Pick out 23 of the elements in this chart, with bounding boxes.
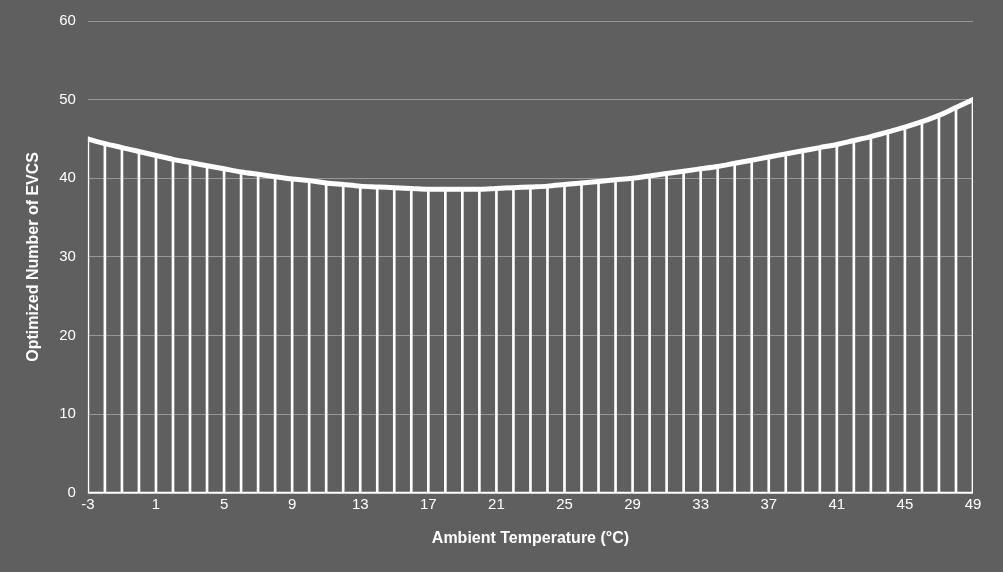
y-tick-label: 20 (59, 325, 76, 343)
y-tick-label: 50 (59, 89, 76, 107)
x-tick-label: -3 (81, 494, 95, 512)
x-axis-title: Ambient Temperature (°C) (431, 528, 630, 546)
x-tick-label: 25 (556, 494, 573, 512)
y-tick-label: 60 (59, 11, 76, 29)
y-tick-label: 0 (67, 482, 76, 500)
x-tick-label: 41 (828, 494, 846, 512)
x-tick-label: 9 (287, 494, 297, 512)
y-tick-label: 40 (59, 168, 76, 186)
x-tick-label: 49 (964, 494, 982, 512)
x-tick-label: 1 (151, 494, 161, 512)
y-tick-label: 30 (59, 247, 76, 265)
x-tick-label: 45 (896, 494, 914, 512)
x-tick-label: 13 (351, 494, 369, 512)
y-tick-label: 10 (59, 404, 76, 422)
x-tick-label: 29 (624, 494, 641, 512)
x-tick-label: 17 (419, 494, 437, 512)
x-tick-label: 5 (219, 494, 229, 512)
x-tick-label: 37 (760, 494, 778, 512)
x-tick-label: 33 (692, 494, 709, 512)
x-tick-label: 21 (488, 494, 505, 512)
y-axis-title: Optimized Number of EVCS (24, 151, 42, 362)
